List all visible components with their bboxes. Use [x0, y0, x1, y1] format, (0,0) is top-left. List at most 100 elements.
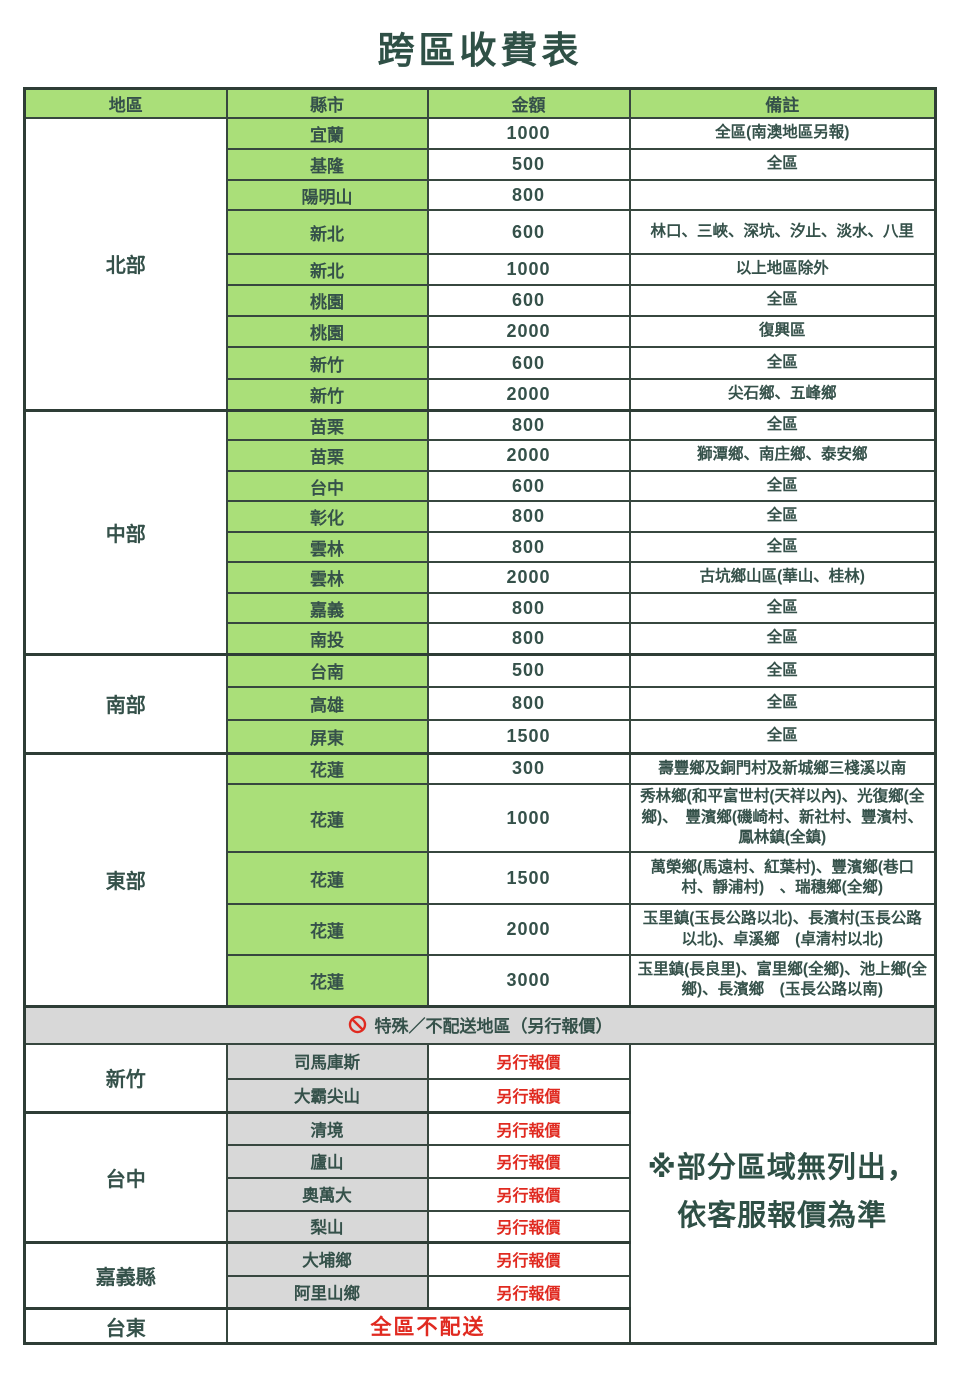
county-cell: 新竹	[225, 346, 429, 380]
region-cell-taitung: 台東	[23, 1307, 228, 1345]
amount-cell: 3000	[426, 954, 631, 1007]
header-county: 縣市	[225, 87, 429, 119]
county-cell: 雲林	[225, 561, 429, 594]
note-cell: 全區	[628, 500, 937, 533]
amount-cell: 500	[426, 652, 631, 688]
side-note-cell: ※部分區域無列出， 依客服報價為準	[628, 1042, 937, 1345]
note-cell: 全區	[628, 592, 937, 624]
county-cell: 梨山	[225, 1209, 429, 1244]
table-row: 新竹 司馬庫斯 另行報價 ※部分區域無列出， 依客服報價為準	[23, 1042, 937, 1345]
header-row: 地區 縣市 金額 備註	[23, 87, 937, 119]
amount-cell: 600	[426, 346, 631, 380]
side-note-line1: ※部分區域無列出，	[647, 1152, 917, 1185]
amount-cell: 1000	[426, 117, 631, 150]
note-cell: 全區	[628, 622, 937, 655]
side-note-line2: 依客服報價為準	[677, 1200, 888, 1233]
county-cell: 高雄	[225, 686, 429, 721]
note-cell: 全區(南澳地區另報)	[628, 117, 937, 150]
table-row: 桃園 2000 復興區	[25, 315, 937, 348]
note-cell: 全區	[628, 652, 937, 688]
region-cell-south: 南部	[23, 652, 228, 754]
table-row: 阿里山鄉 另行報價	[25, 1274, 936, 1310]
amount-cell: 800	[426, 179, 631, 211]
table-row: 嘉義縣 大埔鄉 另行報價	[23, 1241, 936, 1310]
region-cell-taichung: 台中	[23, 1111, 228, 1244]
special-banner-cell: 特殊／不配送地區（另行報價）	[23, 1004, 937, 1045]
table-row: 花蓮 3000 玉里鎮(長良里)、富里鄉(全鄉)、池上鄉(全鄉)、長濱鄉 (玉長…	[25, 954, 937, 1007]
county-cell: 花蓮	[225, 851, 429, 905]
note-cell: 秀林鄉(和平富世村(天祥以內)、光復鄉(全鄉)、 豐濱鄉(磯崎村、新社村、豐濱村…	[628, 783, 937, 853]
amount-cell: 800	[426, 408, 631, 441]
amount-cell: 1000	[426, 783, 631, 853]
county-cell: 屏東	[225, 719, 429, 754]
note-cell: 玉里鎮(玉長公路以北)、長濱村(玉長公路以北)、卓溪鄉 (卓清村以北)	[628, 903, 937, 956]
special-banner-label: 特殊／不配送地區（另行報價）	[374, 1016, 613, 1036]
county-cell: 宜蘭	[225, 117, 429, 150]
table-row: 奧萬大 另行報價	[25, 1176, 936, 1212]
table-row: 北部 宜蘭 1000 全區(南澳地區另報)	[23, 117, 937, 411]
table-row: 基隆 500 全區	[25, 148, 937, 181]
table-row: 台中 清境 另行報價	[23, 1111, 936, 1244]
region-cell-north: 北部	[23, 117, 228, 411]
note-cell	[628, 179, 937, 211]
region-cell-east: 東部	[23, 751, 228, 1007]
amount-cell: 800	[426, 622, 631, 655]
note-cell: 壽豐鄉及銅門村及新城鄉三棧溪以南	[628, 751, 937, 785]
amount-cell: 另行報價	[426, 1274, 631, 1310]
county-cell: 大埔鄉	[225, 1241, 429, 1277]
county-cell: 桃園	[225, 284, 429, 317]
amount-cell: 另行報價	[426, 1042, 631, 1080]
table-row: 高雄 800 全區	[25, 686, 937, 721]
amount-cell: 800	[426, 531, 631, 563]
amount-cell: 2000	[426, 315, 631, 348]
no-entry-icon	[348, 1015, 367, 1034]
region-cell-central: 中部	[23, 408, 228, 655]
table-row: 東部 花蓮 300 壽豐鄉及銅門村及新城鄉三棧溪以南	[23, 751, 937, 1007]
amount-cell: 600	[426, 470, 631, 502]
header-region: 地區	[23, 87, 228, 119]
table-row: 屏東 1500 全區	[25, 719, 937, 754]
county-cell: 花蓮	[225, 903, 429, 956]
amount-cell: 2000	[426, 561, 631, 594]
amount-cell: 800	[426, 500, 631, 533]
special-banner-row: 特殊／不配送地區（另行報價）	[23, 1004, 937, 1045]
note-cell: 古坑鄉山區(華山、桂林)	[628, 561, 937, 594]
fee-table: 地區 縣市 金額 備註 北部 宜蘭 1000 全區(南澳地區另報) 基隆 500…	[23, 87, 937, 1345]
county-cell: 桃園	[225, 315, 429, 348]
amount-cell: 1000	[426, 253, 631, 286]
amount-cell: 500	[426, 148, 631, 181]
county-cell: 阿里山鄉	[225, 1274, 429, 1310]
note-cell: 全區	[628, 470, 937, 502]
table-row: 大霸尖山 另行報價	[25, 1077, 936, 1114]
table-row: 花蓮 1000 秀林鄉(和平富世村(天祥以內)、光復鄉(全鄉)、 豐濱鄉(磯崎村…	[25, 783, 937, 853]
amount-cell: 另行報價	[426, 1241, 631, 1277]
region-cell-chiayi: 嘉義縣	[23, 1241, 228, 1310]
page-title: 跨區收費表	[377, 30, 583, 71]
amount-cell: 2000	[426, 903, 631, 956]
table-row: 新北 600 林口、三峽、深坑、汐止、淡水、八里	[25, 209, 937, 255]
table-row: 廬山 另行報價	[25, 1143, 936, 1179]
note-cell: 玉里鎮(長良里)、富里鄉(全鄉)、池上鄉(全鄉)、長濱鄉 (玉長公路以南)	[628, 954, 937, 1007]
region-cell-hsinchu: 新竹	[23, 1042, 228, 1114]
amount-cell: 另行報價	[426, 1111, 631, 1146]
county-cell: 奧萬大	[225, 1176, 429, 1212]
county-cell: 彰化	[225, 500, 429, 533]
amount-cell: 1500	[426, 851, 631, 905]
county-cell: 清境	[225, 1111, 429, 1146]
county-cell: 苗栗	[225, 439, 429, 472]
note-cell: 全區	[628, 719, 937, 754]
amount-cell: 800	[426, 686, 631, 721]
county-cell: 廬山	[225, 1143, 429, 1179]
note-cell: 萬榮鄉(馬遠村、紅葉村)、豐濱鄉(巷口村、靜浦村) 、瑞穗鄉(全鄉)	[628, 851, 937, 905]
header-note: 備註	[628, 87, 937, 119]
table-row: 梨山 另行報價	[25, 1209, 936, 1244]
amount-cell: 2000	[426, 439, 631, 472]
amount-cell: 另行報價	[426, 1077, 631, 1114]
county-cell: 大霸尖山	[225, 1077, 429, 1114]
note-cell: 全區	[628, 148, 937, 181]
amount-cell: 1500	[426, 719, 631, 754]
table-row: 新北 1000 以上地區除外	[25, 253, 937, 286]
table-row: 彰化 800 全區	[25, 500, 937, 533]
amount-cell: 800	[426, 592, 631, 624]
table-row: 雲林 800 全區	[25, 531, 937, 563]
